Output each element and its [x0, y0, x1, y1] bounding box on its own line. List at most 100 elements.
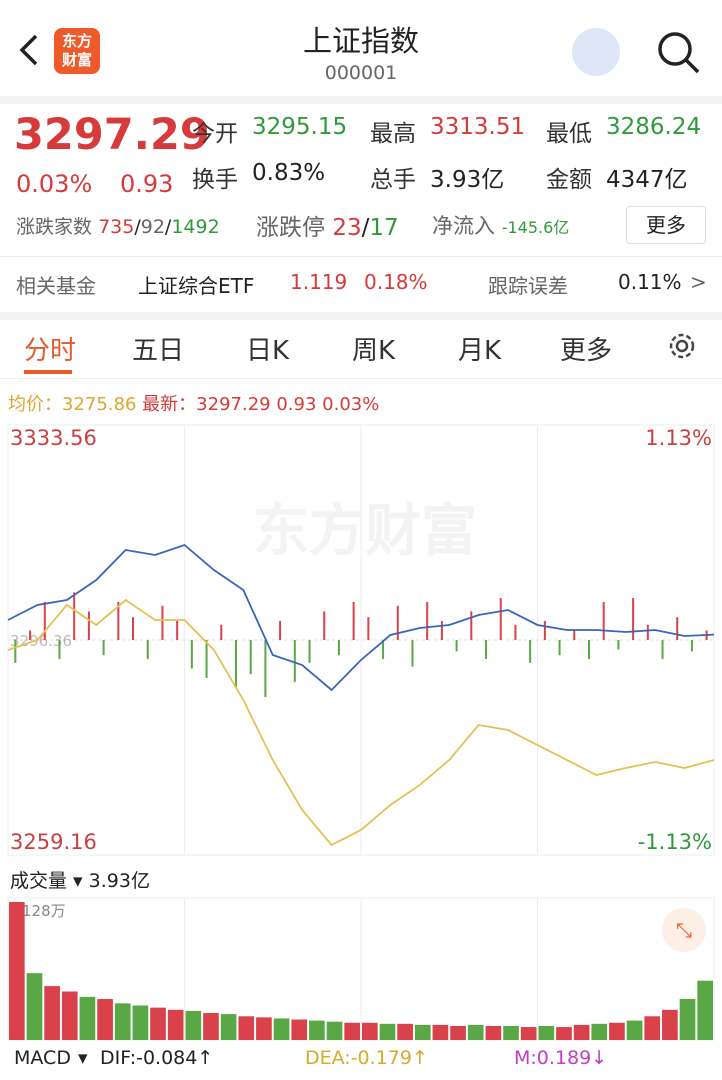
value: -145.6亿	[501, 218, 570, 237]
flow-bar	[87, 611, 90, 640]
logo-text: 财富	[61, 51, 92, 69]
code: 000001	[324, 62, 398, 84]
fund-name: 上证综合ETF	[138, 274, 255, 298]
field-value: 4347亿	[606, 167, 688, 193]
legend-value: 0.03%	[322, 394, 380, 415]
flow-bar	[587, 640, 590, 660]
breadth: 涨跌家数 735/92/1492	[16, 216, 220, 238]
flow-bar	[661, 640, 664, 660]
volume-bar	[379, 1023, 396, 1040]
field-value: 3286.24	[606, 114, 702, 140]
logo[interactable]: 东方 财富	[54, 28, 100, 74]
volume-bar	[644, 1016, 661, 1040]
fund-price: 1.119	[290, 270, 348, 294]
tab[interactable]: 日K	[246, 336, 290, 366]
flow-bar	[132, 617, 135, 640]
volume-bar	[167, 1009, 184, 1040]
field-label: 换手	[192, 167, 238, 193]
tab[interactable]: 更多	[560, 336, 613, 366]
label: 涨跌家数	[16, 216, 93, 238]
label[interactable]: MACD	[14, 1047, 71, 1069]
flow-bar	[249, 640, 252, 675]
volume-bar	[679, 999, 696, 1040]
price-chart: 东方财富 3333.56 3296.36 3259.16 1.13% -1.13%	[7, 424, 715, 856]
y-tick-label: 128万	[22, 902, 66, 920]
flow-bar	[382, 640, 385, 660]
expand[interactable]: ⤡	[662, 908, 706, 952]
volume-bar	[538, 1025, 555, 1040]
flow-bar	[29, 630, 32, 640]
flow-bar	[396, 605, 399, 640]
flat: 92	[140, 216, 165, 238]
tab[interactable]: 五日	[132, 336, 185, 366]
flow-bar	[632, 598, 635, 640]
divider	[0, 256, 722, 257]
down: 1492	[171, 216, 220, 238]
tab[interactable]: 周K	[352, 336, 396, 366]
label: 涨跌停	[256, 215, 325, 241]
assistant[interactable]	[572, 28, 620, 76]
volume-bar	[609, 1022, 625, 1040]
volume-bar	[397, 1023, 413, 1040]
volume-bar	[309, 1020, 325, 1040]
title: 上证指数	[302, 24, 419, 58]
pct: 0.03%	[16, 170, 93, 198]
flow-bar	[190, 640, 193, 669]
volume-bar	[132, 1005, 149, 1040]
field-label: 最低	[546, 121, 592, 147]
volume-bar	[485, 1025, 502, 1040]
tab[interactable]: 分时	[24, 336, 77, 366]
flow-bar	[14, 640, 17, 663]
field-value: 3313.51	[430, 114, 526, 140]
volume-bar	[662, 1009, 678, 1040]
volume-bar	[79, 996, 96, 1040]
net-flow: 净流入 -145.6亿	[432, 210, 569, 240]
macd-row: MACD ▾ DIF:-0.084↑ DEA:-0.179↑ M:0.189↓	[0, 1043, 722, 1080]
change: 0.93	[120, 170, 174, 198]
volume-bar	[114, 1003, 131, 1040]
field-value: 0.83%	[252, 160, 326, 186]
flow-bar	[323, 611, 326, 640]
dea: DEA:-0.179↑	[305, 1047, 428, 1069]
volume-bar	[326, 1021, 343, 1040]
logo-text: 东方	[61, 32, 92, 50]
legend-name: 最新：	[142, 394, 197, 415]
fund-pct: 0.18%	[364, 270, 428, 294]
divider	[0, 312, 722, 320]
flow-bar	[220, 624, 223, 640]
m: M:0.189↓	[514, 1047, 608, 1069]
volume-bar	[362, 1022, 378, 1040]
volume-bar	[520, 1027, 537, 1040]
error: 0.11%	[618, 270, 682, 294]
settings[interactable]	[664, 328, 700, 364]
search[interactable]	[654, 28, 702, 76]
down: 17	[369, 215, 399, 241]
flow-bar	[470, 611, 473, 640]
volume-bar	[203, 1013, 219, 1040]
legend-name: 均价：	[8, 394, 62, 415]
label: 相关基金	[16, 274, 96, 298]
volume-bar	[626, 1020, 643, 1040]
flow-bar	[485, 640, 488, 660]
flow-bar	[426, 601, 429, 640]
more-button[interactable]: 更多	[626, 206, 706, 244]
price: 3297.29	[14, 110, 210, 160]
tab[interactable]: 月K	[458, 336, 502, 366]
flow-bar	[293, 640, 296, 682]
volume-bar	[697, 980, 713, 1040]
volume-bar	[503, 1025, 519, 1040]
y-tick-label: 3259.16	[10, 830, 97, 854]
volume-bar	[414, 1024, 431, 1040]
flow-bar	[558, 640, 561, 656]
volume-bar	[556, 1027, 572, 1040]
fund-row[interactable]: 相关基金 上证综合ETF 1.119 0.18% 跟踪误差 0.11% >	[0, 270, 722, 300]
limit: 涨跌停 23/17	[256, 215, 399, 241]
back[interactable]	[14, 30, 44, 70]
watermark: 东方财富	[253, 499, 477, 564]
up: 23	[332, 215, 362, 241]
volume-bar	[9, 902, 25, 1040]
volume-bar	[450, 1025, 466, 1040]
flow-bar	[264, 640, 267, 698]
field-label: 金额	[546, 167, 592, 193]
